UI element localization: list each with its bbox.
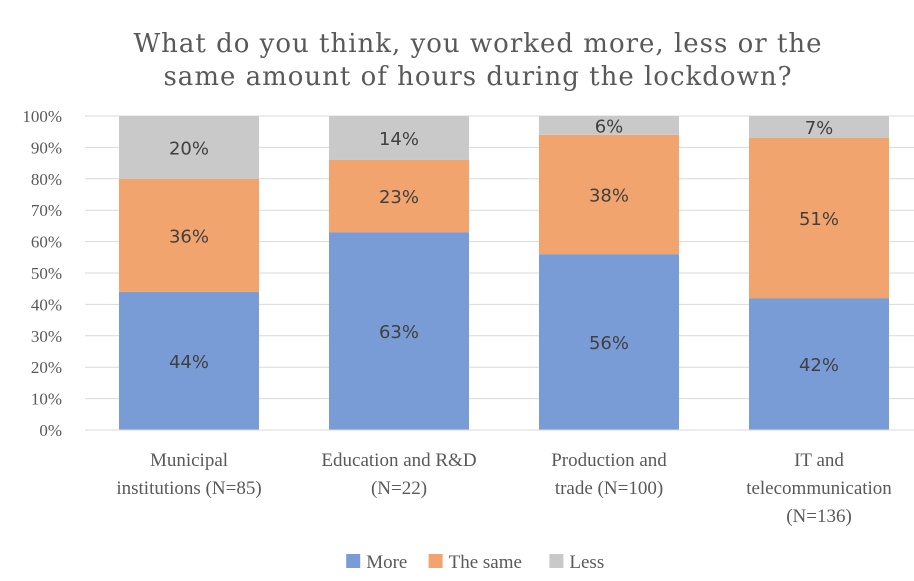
y-tick-label: 30%	[31, 327, 62, 346]
legend-label: The same	[449, 552, 522, 573]
x-tick-label: trade (N=100)	[555, 478, 663, 499]
bar-segment-the-same	[539, 134, 679, 255]
y-axis-ticks: 0% 10% 20% 30% 40% 50% 60% 70% 80% 90% 100%	[22, 107, 62, 440]
x-tick-label: IT and	[794, 450, 844, 471]
legend-label: More	[366, 552, 407, 573]
data-label: 6%	[595, 116, 624, 137]
y-tick-label: 80%	[31, 170, 62, 189]
bar-segment-the-same	[749, 137, 889, 299]
y-tick-label: 10%	[31, 390, 62, 409]
bar-segment-more	[119, 291, 259, 430]
y-tick-label: 20%	[31, 358, 62, 377]
data-label: 56%	[589, 333, 629, 354]
x-tick-label: telecommunication	[746, 478, 892, 499]
bars	[119, 116, 889, 430]
y-tick-label: 100%	[22, 107, 62, 126]
chart-title: What do you think, you worked more, less…	[133, 29, 822, 92]
x-axis-ticks: Municipal institutions (N=85) Education an…	[116, 450, 892, 527]
legend: More The same Less	[346, 552, 604, 573]
bar-segment-the-same	[119, 178, 259, 292]
data-label: 51%	[799, 209, 839, 230]
data-labels: 44% 36% 20% 63% 23% 14% 56% 38% 6% 42% 51% 7%	[169, 116, 839, 376]
bar-segment-less	[539, 116, 679, 135]
y-tick-label: 60%	[31, 233, 62, 252]
y-tick-label: 90%	[31, 138, 62, 157]
chart-title-line-1: What do you think, you worked more, less…	[133, 29, 822, 59]
legend-item-the-same: The same	[428, 552, 522, 573]
data-label: 42%	[799, 355, 839, 376]
x-tick-label: Municipal	[150, 450, 228, 471]
legend-label: Less	[569, 552, 604, 573]
legend-swatch	[549, 554, 564, 568]
legend-swatch	[346, 554, 361, 568]
y-tick-label: 70%	[31, 201, 62, 220]
bar-segment-less	[119, 116, 259, 179]
data-label: 44%	[169, 352, 209, 373]
x-tick-label: Production and	[551, 450, 667, 471]
x-tick-label: Education and R&D	[321, 450, 476, 471]
data-label: 14%	[379, 129, 419, 150]
data-label: 20%	[169, 138, 209, 159]
y-tick-label: 40%	[31, 295, 62, 314]
legend-swatch	[428, 554, 443, 568]
bar-segment-the-same	[329, 159, 469, 233]
chart-title-line-2: same amount of hours during the lockdown…	[163, 62, 792, 92]
data-label: 23%	[379, 187, 419, 208]
legend-item-more: More	[346, 552, 407, 573]
data-label: 38%	[589, 186, 629, 207]
y-tick-label: 50%	[31, 264, 62, 283]
bar-segment-more	[329, 232, 469, 430]
data-label: 36%	[169, 226, 209, 247]
bar-segment-more	[539, 254, 679, 430]
x-tick-label: (N=136)	[786, 506, 852, 527]
bar-segment-less	[749, 116, 889, 138]
bar-segment-more	[749, 298, 889, 430]
bar-segment-less	[329, 116, 469, 160]
x-tick-label: institutions (N=85)	[116, 478, 261, 499]
x-tick-label: (N=22)	[371, 478, 427, 499]
y-tick-label: 0%	[39, 421, 62, 440]
legend-item-less: Less	[549, 552, 604, 573]
data-label: 7%	[805, 118, 834, 139]
data-label: 63%	[379, 322, 419, 343]
